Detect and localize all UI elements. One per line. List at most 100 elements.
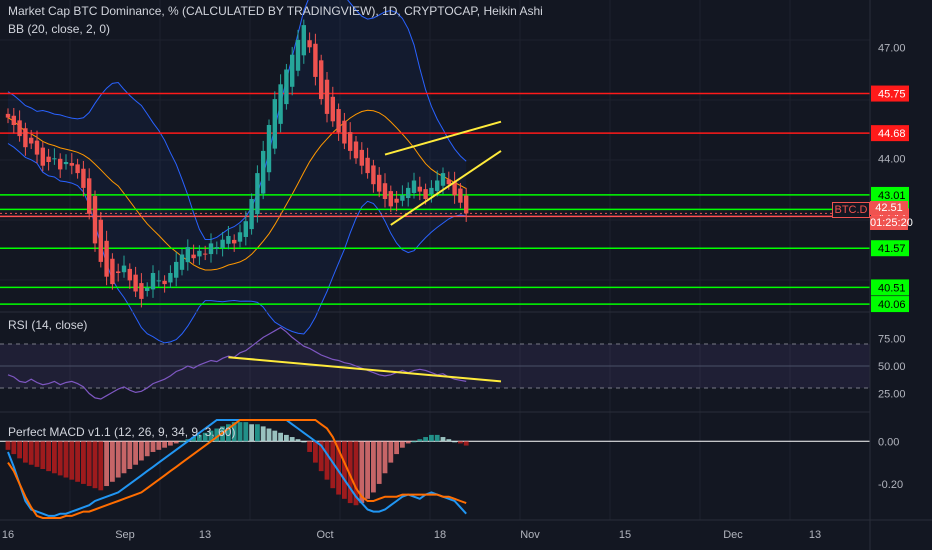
candle-body bbox=[40, 147, 45, 166]
macd-histogram-bar bbox=[46, 441, 51, 472]
time-tick-label: Oct bbox=[316, 529, 333, 541]
bb-legend[interactable]: BB (20, close, 2, 0) bbox=[8, 22, 111, 36]
ticker-symbol-badge[interactable]: BTC.D bbox=[832, 202, 870, 218]
macd-histogram-bar bbox=[365, 441, 370, 499]
grid bbox=[0, 0, 870, 520]
candle-body bbox=[133, 274, 138, 292]
candle-body bbox=[121, 265, 127, 273]
candle-body bbox=[313, 43, 318, 77]
macd-histogram-bar bbox=[371, 441, 376, 493]
candle-body bbox=[237, 232, 243, 242]
candle-body bbox=[266, 125, 272, 173]
macd-histogram-bar bbox=[307, 441, 312, 452]
candle-body bbox=[69, 163, 74, 166]
candle-body bbox=[377, 174, 382, 192]
level-badge bbox=[871, 279, 909, 296]
macd-histogram-bar bbox=[347, 441, 353, 504]
candle-body bbox=[63, 162, 69, 165]
candle-body bbox=[394, 198, 399, 203]
bb-upper-line bbox=[7, 0, 467, 240]
macd-histogram-bar bbox=[313, 441, 318, 463]
macd-histogram-bar bbox=[388, 441, 394, 463]
time-tick-label: Nov bbox=[520, 529, 540, 541]
macd-histogram-bar bbox=[458, 441, 463, 444]
macd-histogram-bar bbox=[376, 441, 382, 484]
time-tick-label: 15 bbox=[619, 529, 631, 541]
macd-pane[interactable] bbox=[0, 419, 870, 519]
candle-body bbox=[29, 137, 34, 144]
macd-histogram-bar bbox=[144, 441, 150, 457]
candle-body bbox=[388, 191, 393, 207]
macd-histogram-bar bbox=[197, 434, 202, 442]
candle-body bbox=[336, 109, 341, 133]
macd-histogram-bar bbox=[266, 428, 272, 442]
candle-body bbox=[400, 195, 405, 201]
candle-body bbox=[382, 183, 388, 199]
bb-basis-line bbox=[7, 109, 467, 271]
candle-body bbox=[197, 250, 202, 257]
time-tick-label: Sep bbox=[115, 529, 135, 541]
candle-body bbox=[255, 173, 260, 215]
candle-body bbox=[272, 99, 277, 149]
macd-histogram-bar bbox=[92, 441, 98, 489]
macd-histogram-bar bbox=[440, 437, 446, 442]
macd-histogram-bar bbox=[243, 422, 249, 442]
macd-histogram-bar bbox=[208, 430, 214, 442]
macd-histogram-bar bbox=[23, 441, 28, 463]
level-badge bbox=[871, 85, 909, 102]
level-badge-label: 45.75 bbox=[878, 89, 906, 101]
candle-body bbox=[104, 240, 109, 277]
candle-body bbox=[92, 196, 98, 244]
macd-histogram-bar bbox=[318, 441, 324, 472]
candle-body bbox=[406, 187, 411, 199]
macd-histogram-bar bbox=[284, 434, 289, 442]
macd-histogram-bar bbox=[98, 441, 104, 491]
candle-body bbox=[261, 150, 266, 194]
candle-body bbox=[156, 280, 161, 282]
current-price-badge: 42.51 bbox=[870, 201, 908, 215]
macd-histogram-bar bbox=[463, 441, 469, 446]
candle-body bbox=[411, 180, 417, 193]
level-badge bbox=[871, 186, 909, 203]
macd-histogram-bar bbox=[133, 441, 138, 465]
macd-histogram-bar bbox=[289, 437, 295, 442]
candle-body bbox=[75, 164, 80, 174]
macd-histogram-bar bbox=[301, 441, 307, 443]
macd-histogram-bar bbox=[342, 441, 347, 499]
macd-histogram-bar bbox=[434, 434, 440, 442]
level-badge-label: 41.57 bbox=[878, 243, 906, 255]
price-pane[interactable] bbox=[0, 0, 870, 344]
rsi-legend[interactable]: RSI (14, close) bbox=[8, 318, 88, 332]
macd-histogram-bar bbox=[382, 441, 388, 474]
candle-body bbox=[52, 158, 57, 160]
candle-body bbox=[11, 115, 16, 125]
macd-histogram-bar bbox=[278, 432, 283, 442]
candle-body bbox=[226, 236, 231, 244]
candle-body bbox=[371, 165, 376, 185]
candle-body bbox=[464, 195, 469, 214]
candle-body bbox=[87, 178, 92, 214]
candle-body bbox=[324, 79, 330, 114]
macd-histogram-bar bbox=[353, 441, 359, 506]
macd-histogram-bar bbox=[127, 441, 133, 469]
macd-histogram-bar bbox=[359, 441, 365, 504]
macd-histogram-bar bbox=[394, 441, 399, 455]
level-badge-label: 40.51 bbox=[878, 282, 906, 294]
candle-body bbox=[168, 273, 173, 283]
time-tick-label: 13 bbox=[809, 529, 821, 541]
macd-legend[interactable]: Perfect MACD v1.1 (12, 26, 9, 34, 9, 3, … bbox=[8, 425, 236, 439]
time-axis[interactable]: 16 Sep 13 Oct 18 Nov 15 Dec 13 bbox=[2, 529, 821, 541]
macd-line bbox=[7, 419, 467, 517]
rsi-tick-label: 75.00 bbox=[878, 334, 906, 346]
candle-body bbox=[243, 221, 248, 237]
rsi-tick-label: 50.00 bbox=[878, 361, 906, 373]
macd-histogram-bar bbox=[162, 441, 167, 448]
rsi-pane[interactable] bbox=[0, 326, 870, 400]
candle-body bbox=[139, 283, 144, 299]
candle-body bbox=[203, 253, 208, 255]
macd-histogram-bar bbox=[52, 441, 57, 474]
macd-histogram-bar bbox=[423, 437, 428, 442]
chart-title: Market Cap BTC Dominance, % (CALCULATED … bbox=[8, 4, 543, 18]
candle-body bbox=[301, 25, 306, 56]
macd-histogram-bar bbox=[214, 428, 220, 442]
